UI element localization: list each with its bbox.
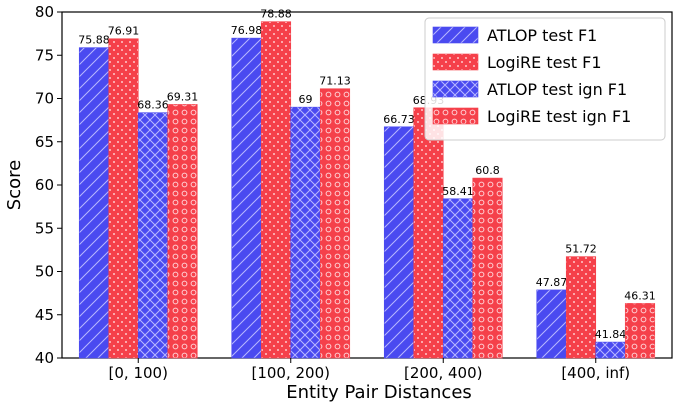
x-tick-label: [100, 200) (251, 364, 330, 382)
x-axis-title: Entity Pair Distances (286, 382, 472, 403)
legend-entry: ATLOP test F1 (487, 26, 597, 45)
y-tick-label: 40 (35, 349, 54, 367)
y-tick-label: 70 (35, 90, 54, 108)
legend-entry: ATLOP test ign F1 (487, 80, 627, 99)
legend-swatch (432, 26, 479, 44)
data-label: 71.13 (319, 75, 351, 88)
y-tick-label: 60 (35, 176, 54, 194)
data-label: 68.36 (137, 99, 169, 112)
y-tick-label: 45 (35, 306, 54, 324)
data-label: 46.31 (624, 289, 656, 302)
x-tick-label: [0, 100) (109, 364, 168, 382)
bar-atlop-test-ign-f1 (442, 198, 474, 359)
y-tick-label: 65 (35, 133, 54, 151)
data-label: 76.98 (231, 24, 263, 37)
bar-logire-test-ign-f1 (472, 177, 503, 359)
data-label: 76.91 (108, 25, 140, 38)
y-tick-label: 50 (35, 263, 54, 281)
bar-atlop-test-ign-f1 (595, 341, 626, 359)
y-tick-label: 55 (35, 219, 54, 237)
data-label: 41.84 (595, 328, 627, 341)
data-label: 51.72 (565, 243, 597, 256)
y-tick-label: 80 (35, 3, 54, 21)
bar-logire-test-ign-f1 (624, 303, 656, 359)
legend-swatch (432, 80, 479, 98)
bar-logire-test-f1 (108, 38, 139, 359)
bar-logire-test-f1 (260, 21, 292, 359)
x-tick-label: [200, 400) (404, 364, 483, 382)
bar-atlop-test-ign-f1 (137, 112, 169, 359)
bar-atlop-test-ign-f1 (290, 106, 321, 359)
bar-logire-test-ign-f1 (319, 88, 351, 359)
bar-logire-test-f1 (413, 107, 444, 359)
legend-swatch (432, 107, 479, 125)
bar-atlop-test-f1 (78, 47, 110, 359)
bar-atlop-test-f1 (231, 37, 262, 359)
data-label: 47.87 (536, 276, 568, 289)
bar-logire-test-f1 (565, 256, 597, 359)
bar-logire-test-ign-f1 (167, 104, 198, 359)
bar-atlop-test-f1 (536, 289, 567, 359)
bar-atlop-test-f1 (383, 126, 415, 359)
x-tick-label: [400, inf) (561, 364, 630, 382)
data-label: 60.8 (475, 164, 500, 177)
data-label: 75.88 (78, 34, 110, 47)
legend-entry: LogiRE test F1 (487, 53, 602, 72)
y-axis-title: Score (4, 160, 25, 210)
data-label: 69 (299, 93, 313, 106)
legend-swatch (432, 53, 479, 71)
data-label: 69.31 (167, 90, 199, 103)
legend-entry: LogiRE test ign F1 (487, 107, 631, 126)
legend-box (424, 17, 666, 141)
y-tick-label: 75 (35, 46, 54, 64)
data-label: 66.73 (383, 113, 415, 126)
data-label: 78.88 (260, 8, 292, 21)
data-label: 58.41 (442, 185, 474, 198)
